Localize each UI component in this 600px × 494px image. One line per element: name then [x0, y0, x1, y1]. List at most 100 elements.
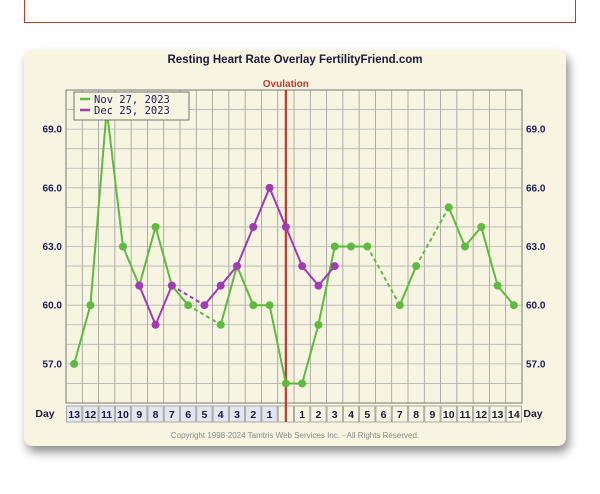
series-line-segment — [138, 226, 157, 286]
y-tick-label-left: 57.0 — [43, 359, 63, 370]
data-point — [461, 242, 469, 251]
series-line-segment — [317, 265, 336, 287]
day-cell — [473, 405, 490, 423]
day-cell — [245, 405, 262, 423]
day-cell — [310, 405, 327, 423]
y-tick-label-right: 63.0 — [526, 242, 546, 253]
day-tick-label: 10 — [443, 409, 455, 421]
day-cell — [342, 405, 360, 423]
day-tick-label: 11 — [459, 409, 470, 421]
day-tick-label: 6 — [381, 409, 387, 421]
data-point — [363, 242, 372, 251]
series-line-segment — [89, 109, 108, 306]
day-tick-label: 8 — [153, 409, 159, 421]
header-box — [24, 0, 576, 23]
day-cell — [326, 405, 343, 423]
day-tick-label: 4 — [218, 409, 224, 421]
series-line-segment — [236, 265, 255, 306]
day-cell — [147, 405, 164, 423]
y-tick-label-right: 57.0 — [526, 359, 546, 370]
day-cell — [212, 405, 229, 423]
day-cell — [505, 405, 522, 423]
data-point — [314, 320, 323, 329]
day-tick-label: 5 — [364, 409, 370, 421]
day-label-left: Day — [35, 408, 54, 420]
data-point — [70, 359, 79, 368]
data-point — [200, 301, 209, 310]
series-line-segment — [154, 285, 173, 326]
y-tick-label-left: 69.0 — [43, 125, 63, 136]
data-point — [216, 281, 225, 290]
series-line-segment — [171, 284, 189, 306]
ovulation-label: Ovulation — [263, 79, 309, 90]
series-line-segment — [447, 206, 466, 247]
day-cell — [228, 405, 246, 423]
day-cell — [196, 405, 213, 423]
day-cell — [456, 405, 474, 423]
data-point — [330, 242, 339, 251]
day-cell — [489, 405, 506, 423]
chart-card: Resting Heart Rate Overlay FertilityFrie… — [24, 50, 566, 446]
data-point — [314, 281, 323, 290]
day-tick-label: 8 — [413, 409, 419, 421]
data-point — [509, 301, 518, 310]
y-tick-label-right: 60.0 — [526, 301, 546, 312]
data-point — [216, 320, 225, 329]
day-tick-label: 4 — [348, 409, 354, 421]
series-line-segment — [138, 285, 157, 326]
series-line-segment — [252, 187, 271, 228]
chart-title: Resting Heart Rate Overlay FertilityFrie… — [168, 54, 423, 66]
day-tick-label: 6 — [185, 409, 191, 421]
series-line-segment — [301, 265, 320, 287]
data-point — [135, 281, 144, 290]
data-point — [347, 242, 355, 251]
chart-svg: Resting Heart Rate Overlay FertilityFrie… — [35, 54, 546, 440]
series-line-segment — [154, 226, 173, 286]
day-cell — [391, 405, 408, 423]
day-tick-label: 2 — [316, 409, 322, 421]
day-cell — [163, 405, 180, 423]
series-line-segment — [398, 265, 418, 306]
data-point — [265, 183, 274, 192]
series-line-segment — [73, 304, 92, 365]
day-tick-label: 12 — [475, 409, 487, 421]
day-cell — [66, 405, 83, 423]
data-point — [167, 281, 176, 290]
legend-label: Nov 27, 2023 — [94, 94, 170, 106]
day-cell — [294, 405, 311, 423]
y-tick-label-left: 63.0 — [43, 242, 63, 253]
day-label-right: Day — [523, 408, 542, 420]
data-point — [265, 301, 274, 310]
day-tick-label: 9 — [430, 409, 436, 421]
legend-box — [73, 91, 190, 121]
data-point — [395, 301, 404, 310]
day-tick-label: 7 — [169, 409, 175, 421]
data-point — [298, 262, 307, 271]
series-line-segment — [268, 304, 287, 384]
day-cell — [261, 405, 278, 423]
series-line-segment — [301, 324, 320, 384]
day-cell — [375, 405, 392, 423]
series-line-segment — [480, 226, 499, 286]
series-line-segment — [122, 246, 141, 287]
series-line-segment — [284, 226, 304, 267]
day-tick-label: 7 — [397, 409, 403, 421]
data-point — [281, 222, 290, 231]
day-tick-label: 12 — [85, 409, 97, 421]
series-line-segment — [236, 226, 255, 267]
legend-label: Dec 25, 2023 — [94, 105, 170, 117]
series-line-segment — [464, 226, 483, 248]
day-cell — [131, 405, 148, 423]
day-tick-label: 2 — [250, 409, 256, 421]
data-point — [249, 301, 258, 310]
day-cell — [180, 405, 197, 423]
y-tick-label-left: 60.0 — [43, 301, 63, 312]
y-tick-label-right: 66.0 — [526, 183, 546, 194]
data-point — [249, 222, 258, 231]
day-tick-label: 9 — [136, 409, 142, 421]
data-point — [233, 262, 241, 271]
data-point — [330, 262, 339, 271]
data-point — [86, 301, 95, 310]
day-cell — [424, 405, 441, 423]
day-tick-label: 3 — [234, 409, 240, 421]
